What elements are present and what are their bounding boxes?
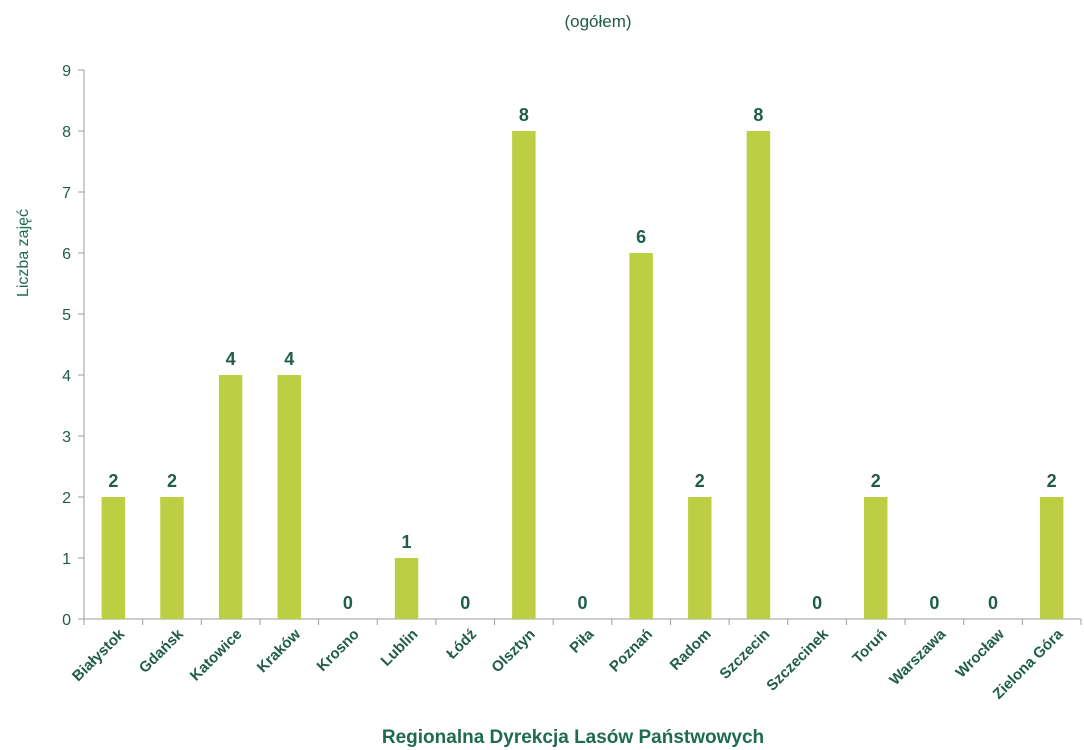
y-tick-label: 2 (62, 490, 71, 507)
bar (101, 497, 126, 619)
bar (688, 497, 712, 619)
bar (864, 497, 888, 619)
x-tick-label: Szczecin (716, 626, 773, 683)
data-label: 0 (460, 593, 470, 613)
x-axis (83, 618, 1082, 625)
y-tick-label: 9 (62, 63, 71, 80)
x-tick-label: Piła (566, 625, 597, 656)
x-tick-label: Białystok (69, 625, 129, 685)
bar (1039, 497, 1064, 619)
y-tick-label: 6 (62, 246, 71, 263)
y-tick-label: 5 (62, 307, 71, 324)
x-tick-labels-group: Białystok Gdańsk Katowice Kraków Krosno Lubli… (69, 625, 1067, 702)
chart-subtitle: (ogółem) (564, 12, 631, 31)
x-tick-label: Szczecinek (763, 625, 832, 694)
x-tick-label: Wrocław (952, 626, 1008, 682)
x-tick-label: Krosno (314, 626, 363, 675)
bar (218, 375, 243, 619)
y-tick-label: 4 (62, 368, 71, 385)
x-tick-label: Warszawa (886, 625, 949, 688)
data-label: 8 (519, 105, 529, 125)
y-tick-label: 7 (62, 185, 71, 202)
bar (746, 131, 771, 619)
x-tick-label: Poznań (606, 626, 656, 676)
x-tick-label: Radom (667, 626, 715, 674)
data-label: 4 (284, 349, 294, 369)
data-label: 0 (988, 593, 998, 613)
data-label: 6 (636, 227, 646, 247)
bar (629, 253, 653, 619)
bar (394, 558, 419, 619)
y-axis: 0 1 2 3 4 5 6 7 8 9 (62, 63, 85, 629)
data-label: 2 (108, 471, 118, 491)
data-label: 0 (929, 593, 939, 613)
data-label: 0 (812, 593, 822, 613)
y-tick-label: 8 (62, 124, 71, 141)
y-axis-title: Liczba zajęć (15, 209, 32, 297)
bar (512, 131, 536, 619)
x-tick-label: Olsztyn (488, 626, 538, 676)
data-label: 0 (343, 593, 353, 613)
data-label: 1 (402, 532, 412, 552)
data-label: 0 (577, 593, 587, 613)
x-tick-label: Katowice (187, 626, 246, 685)
x-tick-label: Kraków (254, 626, 305, 677)
bar (277, 375, 301, 619)
data-label: 2 (1047, 471, 1057, 491)
y-tick-label: 0 (62, 612, 71, 629)
data-label: 4 (226, 349, 236, 369)
data-label: 2 (871, 471, 881, 491)
bars-group (101, 131, 1064, 619)
bar (160, 497, 184, 619)
x-tick-label: Gdańsk (136, 625, 187, 676)
data-label: 8 (753, 105, 763, 125)
x-axis-title: Regionalna Dyrekcja Lasów Państwowych (382, 727, 764, 748)
y-tick-label: 3 (62, 429, 71, 446)
data-label: 2 (695, 471, 705, 491)
data-labels-group: 2 2 4 4 0 1 0 8 0 6 2 8 0 2 0 0 2 (108, 105, 1056, 613)
x-tick-label: Lublin (378, 626, 422, 670)
data-label: 2 (167, 471, 177, 491)
x-tick-label: Łódź (443, 626, 480, 663)
y-tick-label: 1 (62, 551, 71, 568)
x-tick-label: Toruń (849, 626, 890, 667)
